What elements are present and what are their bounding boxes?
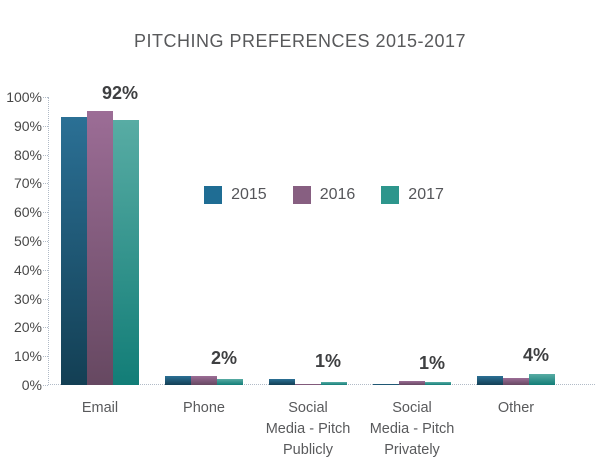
bar-2015-social-media-pitch-publicly (269, 379, 295, 385)
y-tick-mark (43, 212, 48, 214)
y-tick-mark (43, 97, 48, 98)
legend-label: 2017 (408, 186, 444, 203)
bar-2016-social-media-pitch-publicly (295, 383, 321, 385)
data-label-phone: 2% (210, 348, 237, 369)
bar-group-social-media-pitch-publicly (256, 379, 360, 385)
y-tick-label: 10% (13, 348, 42, 365)
bar-2017-social-media-pitch-privately (425, 382, 451, 385)
bar-2017-email (113, 120, 139, 385)
y-tick-label: 70% (13, 175, 42, 192)
bar-2016-phone (191, 376, 217, 385)
data-label-social-media-pitch-publicly: 1% (314, 351, 341, 372)
legend-item-2016: 2016 (292, 186, 356, 204)
y-tick-label: 40% (13, 261, 42, 278)
x-axis-label-other: Other (497, 400, 535, 416)
legend: 2015 2016 2017 (48, 186, 600, 204)
y-tick-mark (43, 125, 48, 127)
y-tick-mark (43, 298, 48, 300)
y-tick-mark (43, 154, 48, 156)
bar-group-social-media-pitch-privately (360, 380, 464, 385)
legend-label: 2015 (231, 186, 267, 203)
data-label-email: 92% (101, 83, 139, 104)
bar-group-phone (152, 376, 256, 385)
data-label-social-media-pitch-privately: 1% (418, 352, 445, 373)
y-tick-mark (43, 183, 48, 185)
chart-title: PITCHING PREFERENCES 2015-2017 (133, 31, 467, 51)
bar-group-other (464, 373, 568, 385)
y-axis-labels: 100% 90% 80% 70% 60% 50% 40% 30% 20% 10% 0% (0, 89, 42, 393)
y-tick-mark (43, 385, 48, 386)
y-tick-label: 0% (21, 377, 42, 393)
bar-2017-other (529, 373, 555, 385)
legend-label: 2016 (319, 186, 356, 203)
y-tick-label: 20% (13, 319, 42, 336)
x-axis-labels: Email Phone Social Media - Pitch Publicly S… (48, 398, 595, 468)
data-label-other: 4% (522, 345, 549, 366)
legend-item-2015: 2015 (204, 186, 267, 204)
bar-2015-email (61, 117, 87, 385)
bar-2017-social-media-pitch-publicly (321, 382, 347, 385)
bar-2016-other (503, 377, 529, 385)
bar-2017-phone (217, 379, 243, 385)
y-tick-label: 50% (13, 233, 42, 249)
bar-2015-phone (165, 376, 191, 385)
y-tick-mark (43, 269, 48, 271)
y-tick-mark (43, 241, 48, 242)
bar-2016-email (87, 111, 113, 385)
bar-2016-social-media-pitch-privately (399, 380, 425, 385)
x-axis-label-email: Email (81, 400, 119, 416)
y-tick-label: 80% (13, 146, 42, 163)
y-axis-line (48, 97, 49, 385)
x-axis-label-social-media-pitch-publicly: Social Media - Pitch Publicly (265, 400, 351, 458)
y-tick-label: 60% (13, 204, 42, 221)
plot-area: 92% 2% 1% 1% 4% (48, 83, 595, 385)
bar-2015-social-media-pitch-privately (373, 383, 399, 385)
legend-swatch-icon (292, 186, 311, 204)
legend-swatch-icon (204, 186, 223, 204)
y-tick-mark (43, 356, 48, 358)
x-axis-label-social-media-pitch-privately: Social Media - Pitch Privately (369, 400, 455, 458)
legend-swatch-icon (381, 186, 400, 204)
y-tick-label: 100% (6, 89, 42, 105)
bar-group-email (48, 111, 152, 385)
y-tick-label: 90% (13, 117, 42, 134)
bar-2015-other (477, 376, 503, 385)
y-tick-label: 30% (13, 290, 42, 307)
x-axis-label-phone: Phone (183, 400, 225, 416)
legend-item-2017: 2017 (381, 186, 444, 204)
y-tick-mark (43, 327, 48, 329)
